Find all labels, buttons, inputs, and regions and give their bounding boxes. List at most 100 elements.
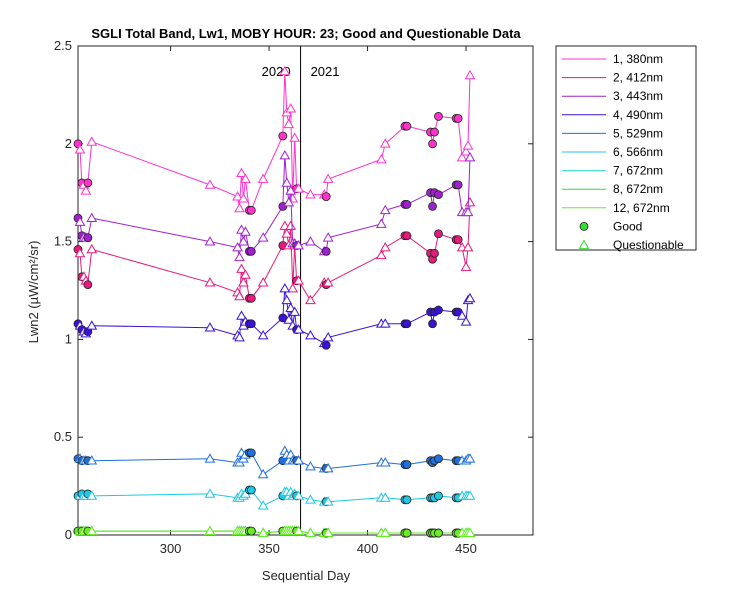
good-point (430, 248, 439, 258)
questionable-point (281, 294, 293, 305)
good-point (246, 448, 256, 458)
questionable-point (281, 177, 293, 187)
x-tick-label: 300 (160, 541, 182, 556)
series-3 (73, 150, 476, 262)
good-point (246, 319, 256, 329)
questionable-point (289, 306, 301, 316)
questionable-point (204, 488, 216, 498)
questionable-point (232, 241, 243, 252)
questionable-point (283, 314, 295, 324)
questionable-point (257, 173, 269, 183)
good-point (402, 495, 412, 505)
questionable-point (283, 118, 295, 129)
legend-label: 3, 443nm (613, 89, 663, 103)
questionable-point (257, 468, 269, 479)
good-point (434, 454, 443, 464)
legend-label: 1, 380nm (613, 52, 663, 66)
questionable-point (86, 490, 98, 500)
legend-label: 6, 566nm (613, 145, 663, 159)
questionable-point (379, 318, 391, 328)
questionable-point (257, 329, 269, 340)
good-point (278, 131, 288, 141)
questionable-point (456, 310, 468, 320)
questionable-point (238, 277, 249, 287)
questionable-point (379, 527, 391, 537)
good-point (434, 112, 443, 121)
legend-label: 7, 672nm (613, 164, 663, 178)
questionable-point (379, 492, 391, 502)
good-point (402, 231, 412, 241)
questionable-point (293, 324, 304, 334)
questionable-point (379, 241, 391, 252)
good-point (434, 528, 443, 538)
questionable-point (204, 277, 216, 287)
questionable-point (289, 132, 301, 142)
y-tick-label: 2 (65, 136, 72, 151)
questionable-point (238, 193, 249, 203)
questionable-point (234, 202, 245, 213)
questionable-point (293, 240, 304, 250)
series-1 (73, 65, 476, 215)
questionable-point (464, 196, 476, 207)
good-point (402, 319, 412, 329)
good-point (430, 127, 439, 137)
questionable-point (80, 185, 92, 195)
good-point (402, 528, 412, 538)
chart-title: SGLI Total Band, Lw1, MOBY HOUR: 23; Goo… (91, 26, 521, 41)
questionable-point (257, 527, 269, 537)
questionable-point (464, 151, 476, 162)
y-tick-label: 0.5 (54, 429, 72, 444)
good-point (434, 305, 443, 315)
good-point (402, 200, 412, 209)
questionable-point (279, 65, 291, 76)
good-point (246, 205, 256, 215)
good-point (428, 319, 437, 329)
questionable-point (236, 167, 247, 178)
good-point (453, 235, 463, 245)
questionable-point (236, 263, 247, 273)
questionable-point (375, 218, 387, 228)
good-point (434, 491, 443, 501)
questionable-point (279, 150, 291, 160)
questionable-point (305, 329, 316, 340)
questionable-point (287, 283, 299, 293)
questionable-point (464, 490, 476, 500)
questionable-point (204, 322, 216, 332)
questionable-point (460, 316, 472, 326)
questionable-point (232, 191, 243, 201)
legend-questionable-marker (578, 239, 590, 249)
questionable-point (240, 226, 251, 236)
questionable-point (204, 453, 216, 463)
questionable-point (236, 310, 247, 320)
questionable-point (462, 206, 474, 217)
series-2 (73, 196, 476, 305)
questionable-point (322, 462, 334, 473)
questionable-point (86, 455, 98, 465)
questionable-point (322, 277, 334, 287)
good-point (246, 293, 256, 303)
good-point (428, 201, 437, 211)
y-axis-label: Lwn2 (µW/cm²/sr) (26, 241, 41, 344)
legend-label: Questionable (613, 238, 684, 252)
questionable-point (464, 292, 476, 303)
questionable-point (257, 232, 269, 242)
x-tick-label: 400 (357, 541, 379, 556)
good-point (453, 113, 463, 123)
x-axis-label: Sequential Day (262, 568, 351, 583)
series-6 (73, 485, 476, 510)
questionable-point (234, 331, 245, 342)
good-point (434, 190, 443, 200)
questionable-point (204, 236, 216, 246)
good-point (321, 340, 331, 350)
questionable-point (460, 261, 472, 271)
questionable-point (86, 525, 98, 535)
good-point (246, 526, 256, 536)
questionable-point (74, 144, 86, 154)
questionable-point (456, 151, 468, 162)
questionable-point (305, 189, 316, 199)
legend-label: 2, 412nm (613, 71, 663, 85)
good-point (453, 180, 463, 190)
questionable-point (462, 140, 474, 150)
good-point (434, 229, 443, 239)
